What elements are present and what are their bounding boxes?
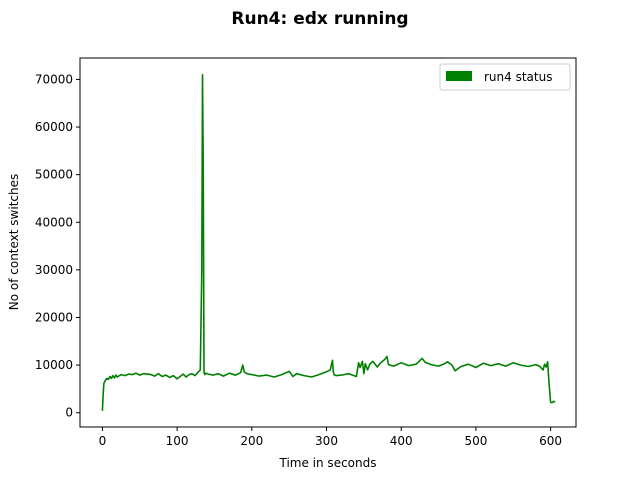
y-axis-label: No of context switches [7,174,21,311]
y-tick-label: 0 [65,406,73,420]
y-tick-label: 50000 [35,168,73,182]
x-tick-label: 0 [99,434,107,448]
x-tick-label: 300 [315,434,338,448]
y-tick-label: 20000 [35,310,73,324]
series-line [101,73,556,411]
x-axis-label: Time in seconds [279,456,377,470]
y-tick-label: 40000 [35,215,73,229]
legend-label: run4 status [484,70,552,84]
legend-swatch [446,71,472,81]
x-tick-label: 200 [240,434,263,448]
x-tick-label: 500 [464,434,487,448]
y-tick-label: 30000 [35,263,73,277]
y-tick-label: 10000 [35,358,73,372]
legend-box [439,63,571,91]
x-axis: 0 100 200 300 400 500 600 [99,427,562,448]
x-tick-label: 400 [390,434,413,448]
legend: run4 status [439,63,571,91]
y-tick-label: 70000 [35,72,73,86]
plot-frame [79,57,577,428]
chart-title: Run4: edx running [231,9,408,29]
y-tick-label: 60000 [35,120,73,134]
y-axis: 0 10000 20000 30000 40000 50000 60000 70000 [35,72,80,420]
series-layer [101,73,556,411]
plot-area [79,57,577,428]
x-tick-label: 100 [166,434,189,448]
x-tick-label: 600 [539,434,562,448]
